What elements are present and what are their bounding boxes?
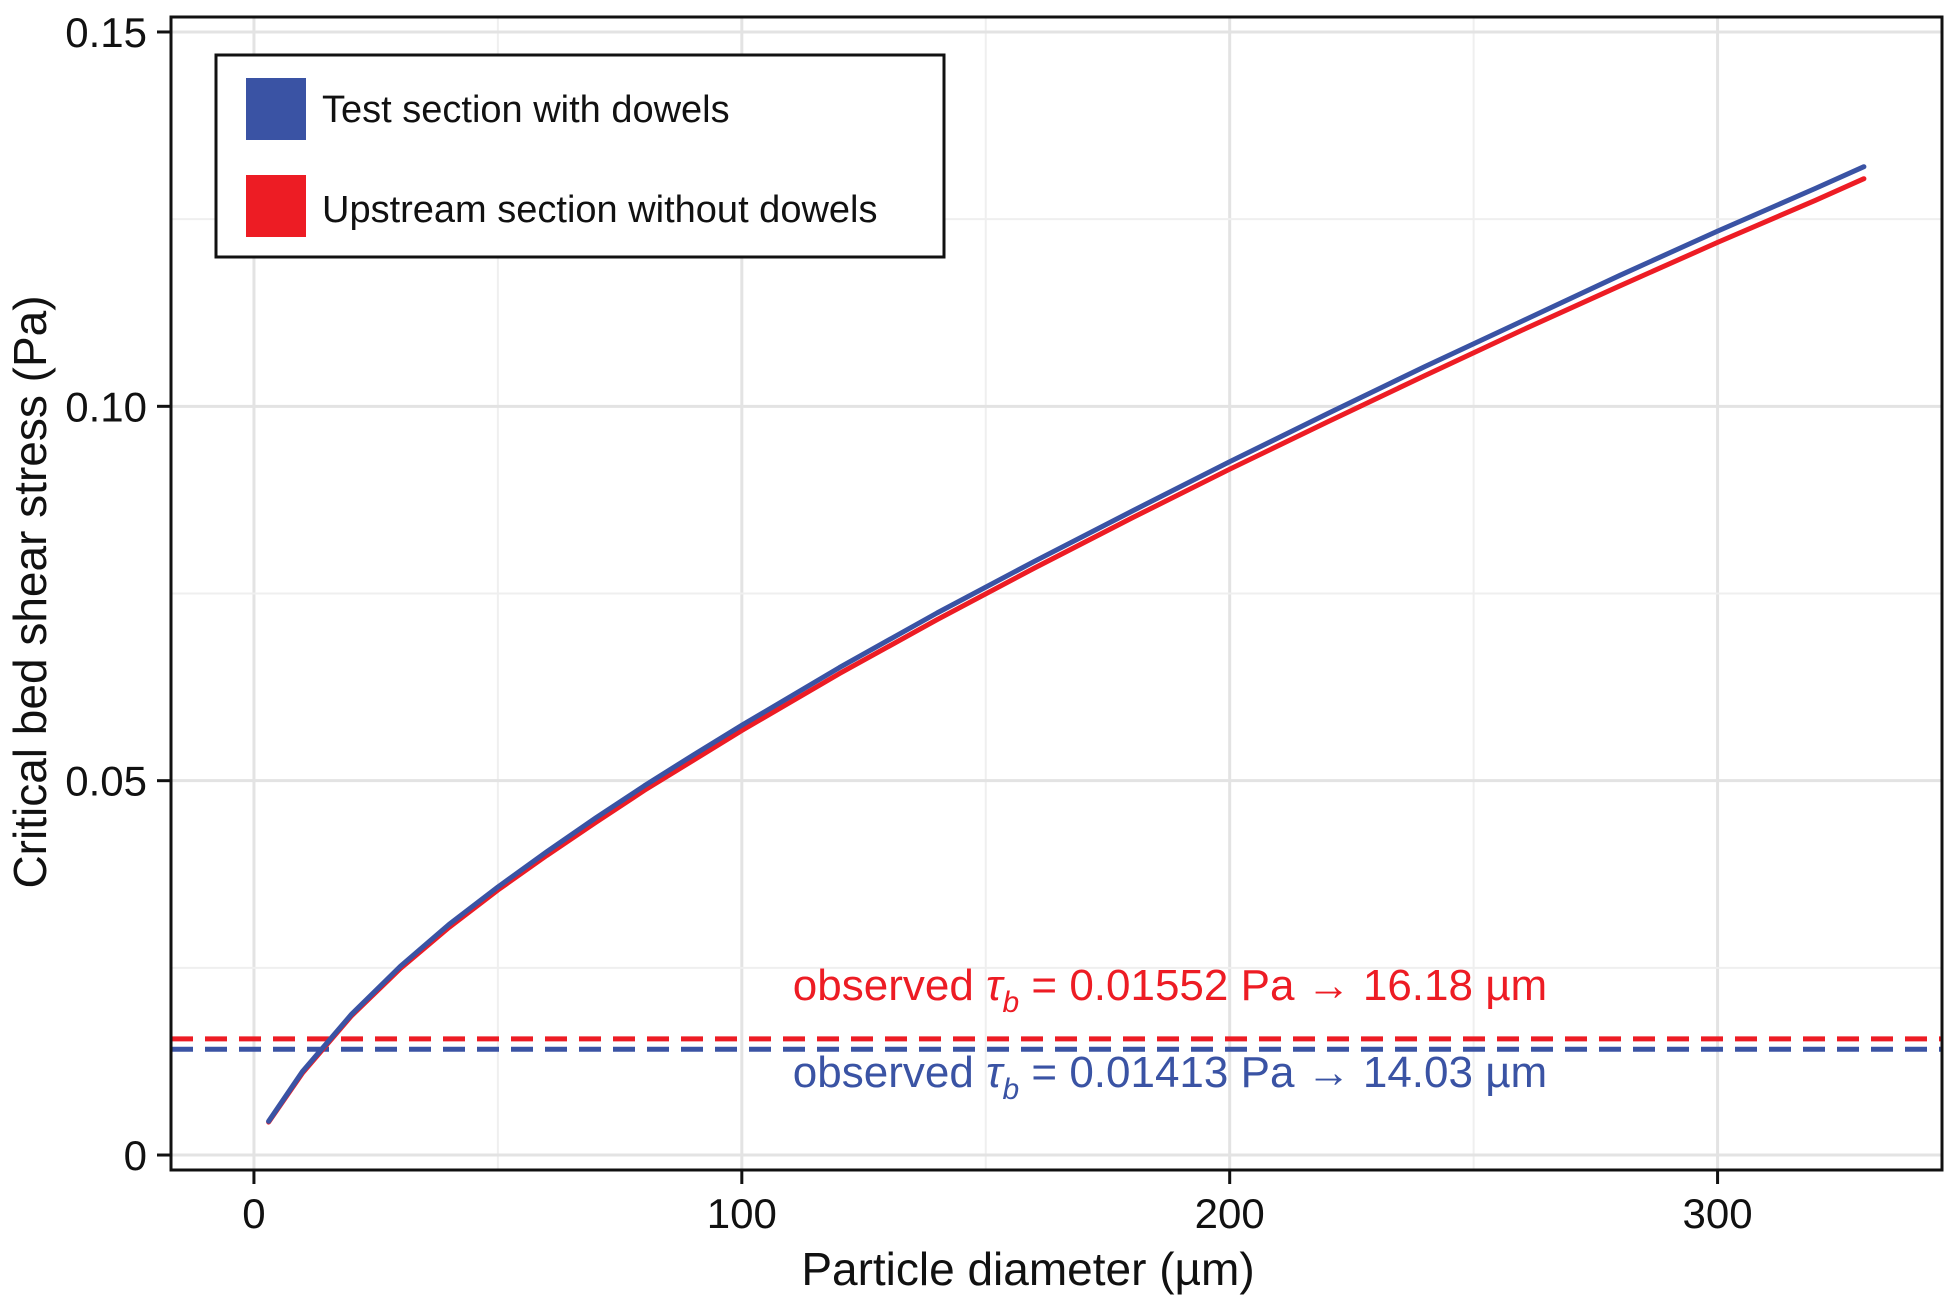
y-axis-title: Critical bed shear stress (Pa) [4, 295, 56, 888]
y-tick-label: 0 [124, 1132, 147, 1179]
series-line-0 [266, 164, 1867, 1124]
legend-swatch-test-section [246, 78, 306, 140]
y-tick-label: 0.15 [65, 9, 147, 56]
reference-lines [171, 1036, 1942, 1052]
x-tick-label: 200 [1195, 1190, 1265, 1237]
legend-swatch-upstream-section [246, 175, 306, 237]
reference-annotation: observed τb = 0.01413 Pa → 14.03 µm [793, 1048, 1547, 1106]
legend-box [214, 53, 946, 259]
legend-label-upstream-section: Upstream section without dowels [322, 189, 877, 231]
x-tick-label: 0 [242, 1190, 265, 1237]
series-lines [266, 164, 1867, 1125]
x-axis-title: Particle diameter (µm) [801, 1243, 1254, 1295]
reference-annotations: observed τb = 0.01552 Pa → 16.18 µm obser… [793, 961, 1547, 1106]
legend: Test section with dowels Upstream sectio… [214, 53, 946, 259]
y-tick-label: 0.10 [65, 383, 147, 430]
plot-frame [169, 15, 1944, 1172]
y-tick-label: 0.05 [65, 758, 147, 805]
axis-ticks: 0 100 200 300 0 0.05 0.10 0.15 [65, 9, 1752, 1237]
legend-label-test-section: Test section with dowels [322, 89, 730, 131]
reference-annotation: observed τb = 0.01552 Pa → 16.18 µm [793, 961, 1547, 1019]
x-tick-label: 300 [1683, 1190, 1753, 1237]
x-tick-label: 100 [707, 1190, 777, 1237]
